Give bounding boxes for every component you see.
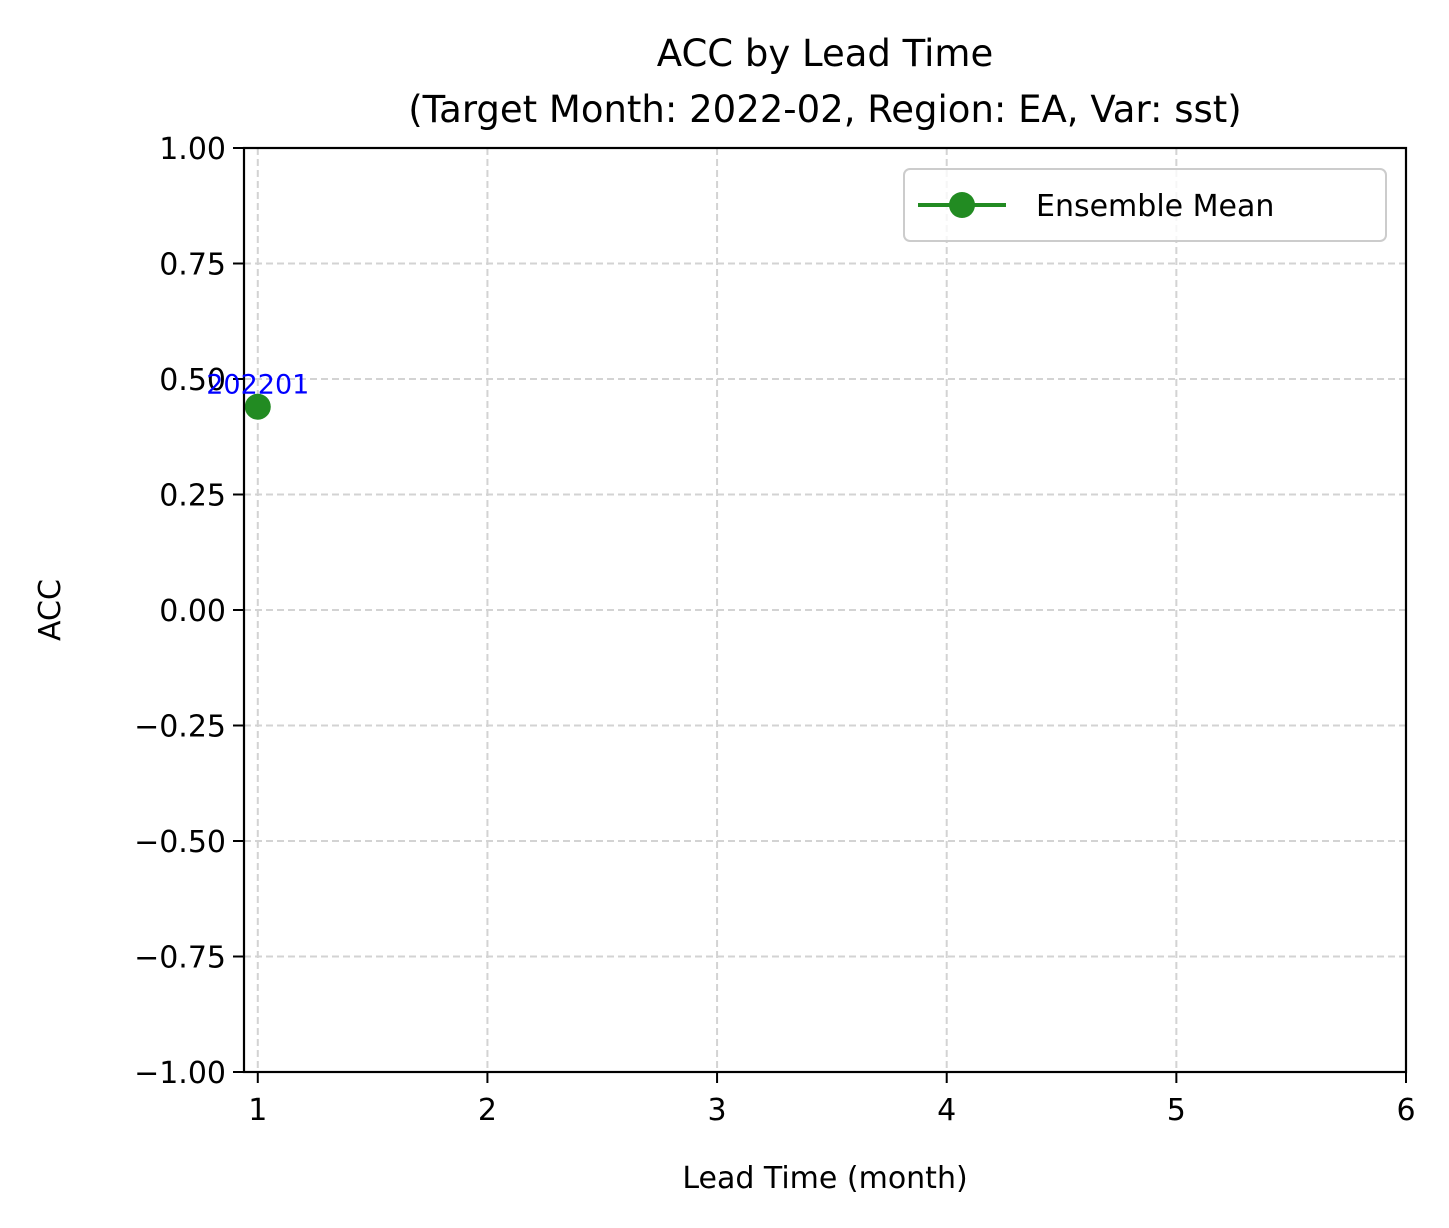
chart-title-line-2: (Target Month: 2022-02, Region: EA, Var:… [408, 88, 1241, 131]
y-tick-label: 0.00 [159, 594, 226, 629]
annotations: 202201 [206, 370, 309, 401]
y-tick-label: 0.50 [159, 363, 226, 398]
legend-label: Ensemble Mean [1036, 189, 1274, 224]
y-tick-label: −0.25 [134, 710, 226, 745]
legend: Ensemble Mean [903, 168, 1387, 242]
plot-frame [242, 146, 1408, 1074]
x-tick-label: 1 [248, 1093, 267, 1128]
legend-marker [949, 192, 975, 218]
y-tick-label: 0.25 [159, 479, 226, 514]
y-tick-label: −0.50 [134, 825, 226, 860]
y-tick-label: −1.00 [134, 1056, 226, 1091]
data-point [244, 393, 271, 420]
data-label: 202201 [206, 370, 309, 401]
x-tick-label: 6 [1396, 1093, 1415, 1128]
series-layer [244, 393, 271, 420]
x-tick-label: 5 [1167, 1093, 1186, 1128]
grid [244, 147, 1407, 1073]
x-tick-label: 2 [478, 1093, 497, 1128]
x-tick-label: 3 [708, 1093, 727, 1128]
chart-title-line-1: ACC by Lead Time [657, 32, 993, 75]
legend-box [903, 168, 1387, 242]
x-tick-label: 4 [937, 1093, 956, 1128]
y-tick-label: 1.00 [159, 132, 226, 167]
y-tick-label: −0.75 [134, 941, 226, 976]
y-axis-label: ACC [33, 579, 68, 641]
y-tick-label: 0.75 [159, 248, 226, 283]
x-axis-label: Lead Time (month) [682, 1161, 967, 1196]
axis-ticks: 1 2 3 4 5 6 1.00 0.75 0.50 0.25 0.00 −0.25 −0.50 −0.7… [134, 132, 1415, 1128]
